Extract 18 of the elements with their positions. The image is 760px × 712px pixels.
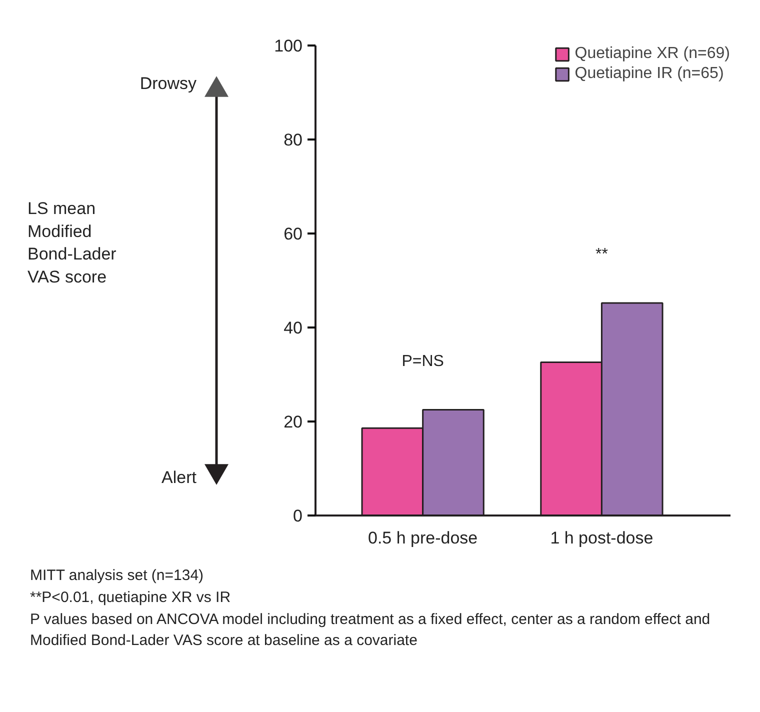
text: P values based on ANCOVA model including treatment as a fixed effect, center as a random effect and Modified Bond-Lader VAS score at baseline as a covariate (30, 610, 710, 650)
y-tick-label: 60 (284, 224, 303, 244)
text: LS mean Modified Bond-Lader VAS score (28, 199, 117, 286)
legend-label: Quetiapine XR (n=69) (574, 45, 730, 63)
text: Drowsy (140, 74, 197, 93)
y-tick-label: 80 (284, 130, 303, 150)
text: Alert (162, 468, 197, 488)
annotation: ** (595, 246, 608, 264)
y-tick-label: 0 (293, 506, 303, 526)
text: **P<0.01, quetiapine XR vs IR (30, 588, 231, 606)
y-tick-label: 20 (284, 412, 303, 432)
y-tick-label: 40 (284, 318, 303, 338)
y-tick-label: 100 (274, 36, 303, 56)
legend-label: Quetiapine IR (n=65) (574, 65, 724, 83)
x-tick-label: 1 h post-dose (550, 528, 654, 548)
text: MITT analysis set (n=134) (30, 567, 204, 584)
annotation: P=NS (402, 352, 444, 370)
x-tick-label: 0.5 h pre-dose (368, 528, 478, 548)
